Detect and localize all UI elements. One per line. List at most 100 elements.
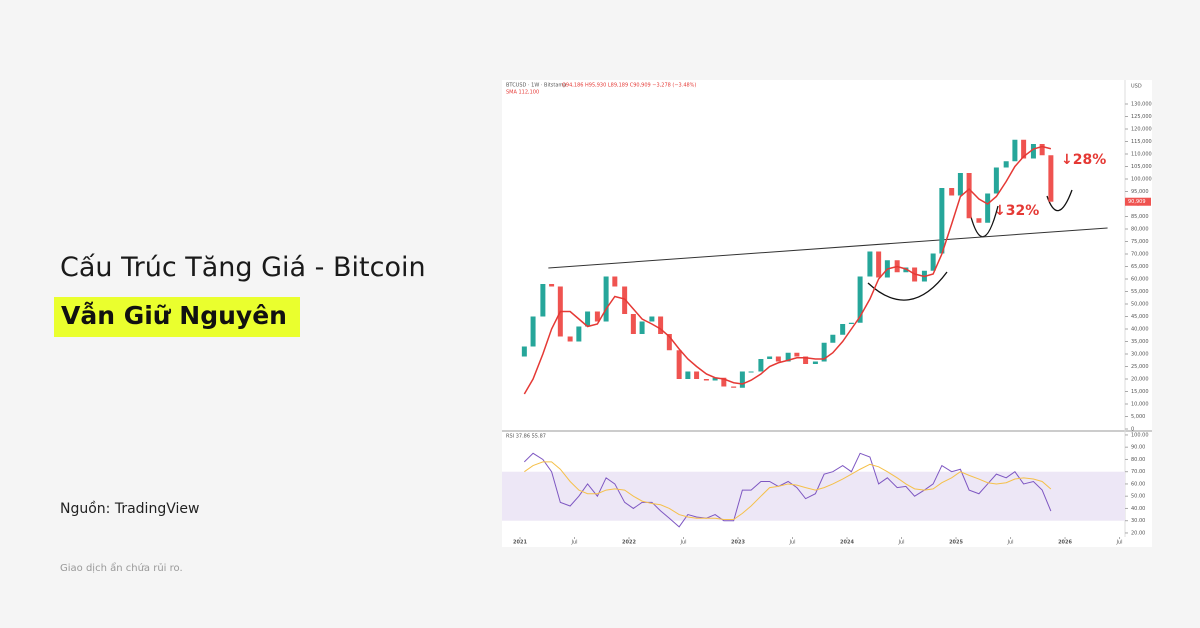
axis-unit: USD — [1131, 84, 1142, 90]
last-price-label: 90,909 — [1128, 199, 1146, 205]
candle — [603, 276, 609, 322]
trendline — [548, 227, 1108, 269]
candle — [848, 322, 854, 324]
y-tick-label: 30.00 — [1131, 518, 1145, 524]
title: Cấu Trúc Tăng Giá - Bitcoin — [60, 252, 426, 283]
y-tick-label: 5,000 — [1131, 414, 1145, 420]
x-tick-label: 2026 — [1058, 540, 1072, 546]
candle — [1048, 155, 1054, 202]
x-tick-label: 2024 — [840, 540, 854, 546]
candle — [540, 284, 546, 317]
candle — [767, 356, 773, 359]
candle — [949, 188, 955, 196]
candle — [775, 356, 781, 362]
disclaimer: Giao dịch ẩn chứa rủi ro. — [60, 563, 183, 574]
y-tick-label: 100.00 — [1131, 432, 1149, 438]
chart-title: BTCUSD · 1W · Bitstamp — [506, 83, 566, 89]
candle — [639, 321, 645, 334]
y-tick-label: 80,000 — [1131, 227, 1149, 233]
y-tick-label: 25,000 — [1131, 364, 1149, 370]
candle — [612, 276, 618, 287]
candle — [703, 379, 709, 381]
candle — [821, 342, 827, 362]
candle — [567, 336, 573, 342]
candle — [685, 371, 691, 379]
candle — [521, 346, 527, 357]
x-tick-label: Jul — [679, 540, 686, 546]
y-tick-label: 45,000 — [1131, 314, 1149, 320]
chart-background — [502, 80, 1152, 547]
candle — [939, 188, 945, 254]
candle — [748, 371, 754, 373]
candle — [840, 324, 846, 335]
x-tick-label: 2023 — [731, 540, 745, 546]
candle — [676, 350, 682, 379]
x-tick-label: Jul — [1116, 540, 1123, 546]
y-tick-label: 40,000 — [1131, 327, 1149, 333]
candle — [976, 218, 982, 223]
last-price-tag — [1125, 197, 1151, 206]
rsi-line — [524, 461, 1052, 520]
y-tick-label: 50,000 — [1131, 302, 1149, 308]
y-tick-label: 60,000 — [1131, 277, 1149, 283]
candle — [876, 251, 882, 278]
y-tick-label: 20,000 — [1131, 377, 1149, 383]
rsi-title: RSI 37.86 55.87 — [506, 434, 546, 440]
candle — [794, 352, 800, 357]
sma-line — [523, 145, 1052, 395]
source: Nguồn: TradingView — [60, 501, 200, 517]
candle — [576, 326, 582, 342]
y-tick-label: 65,000 — [1131, 264, 1149, 270]
y-tick-label: 60.00 — [1131, 481, 1145, 487]
candle — [594, 311, 600, 322]
y-tick-label: 80.00 — [1131, 457, 1145, 463]
candle — [1039, 144, 1045, 156]
y-tick-label: 40.00 — [1131, 506, 1145, 512]
candle — [966, 173, 972, 219]
highlight-text: Vẫn Giữ Nguyên — [61, 301, 287, 330]
annotation: ↓32% — [994, 203, 1039, 219]
candle — [985, 193, 991, 223]
x-tick-label: 2022 — [622, 540, 636, 546]
y-tick-label: 50.00 — [1131, 494, 1145, 500]
candle — [758, 359, 764, 372]
candle — [930, 253, 936, 271]
candle — [549, 284, 555, 287]
cup-annotation — [867, 271, 948, 301]
candle — [585, 311, 591, 327]
candle — [1012, 139, 1018, 162]
x-tick-label: 2025 — [949, 540, 963, 546]
candle — [867, 251, 873, 277]
y-tick-label: 95,000 — [1131, 189, 1149, 195]
candle — [739, 371, 745, 388]
quote: O94,186 H95,930 L89,189 C90,909 −3,278 (… — [562, 83, 696, 89]
x-tick-label: Jul — [788, 540, 795, 546]
y-tick-label: 35,000 — [1131, 339, 1149, 345]
y-tick-label: 100,000 — [1131, 177, 1152, 183]
candle — [622, 286, 628, 314]
indicator-label: SMA 112,100 — [506, 90, 539, 96]
candle — [731, 386, 737, 388]
y-tick-label: 75,000 — [1131, 239, 1149, 245]
candle — [785, 352, 791, 362]
candle — [1003, 161, 1009, 168]
x-tick-label: 2021 — [513, 540, 527, 546]
y-tick-label: 0 — [1131, 427, 1134, 433]
candle — [658, 316, 664, 334]
y-tick-label: 120,000 — [1131, 127, 1152, 133]
candle — [993, 167, 999, 194]
candle — [666, 334, 672, 351]
y-tick-label: 110,000 — [1131, 152, 1152, 158]
candle — [649, 316, 655, 322]
x-tick-label: Jul — [1007, 540, 1014, 546]
candle — [1021, 139, 1027, 159]
rsi-line — [523, 452, 1052, 528]
candle — [812, 361, 818, 364]
highlight-box: Vẫn Giữ Nguyên — [54, 297, 300, 337]
candle — [957, 173, 963, 196]
candle — [630, 314, 636, 334]
y-tick-label: 30,000 — [1131, 352, 1149, 358]
y-tick-label: 130,000 — [1131, 102, 1152, 108]
y-tick-label: 10,000 — [1131, 402, 1149, 408]
